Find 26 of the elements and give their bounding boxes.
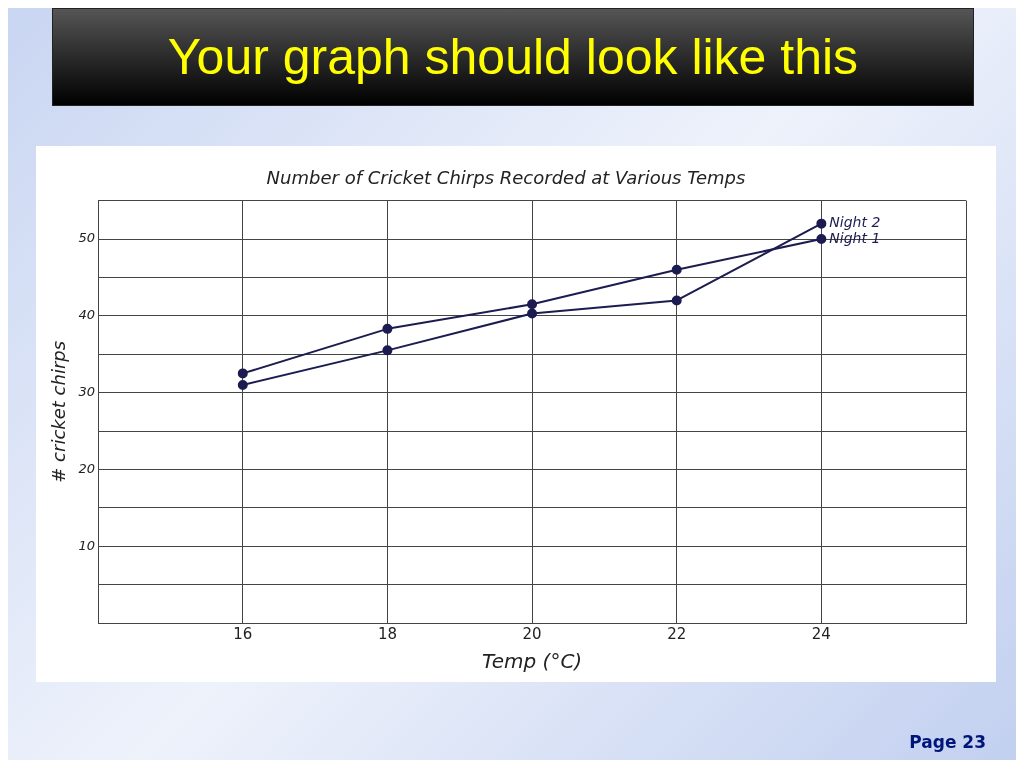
text: Your graph should look like this <box>52 8 974 106</box>
y-tick-label: 50 <box>78 230 96 246</box>
x-tick-label: 18 <box>377 624 397 643</box>
point <box>816 234 827 244</box>
point <box>382 345 393 356</box>
point <box>816 218 827 229</box>
point <box>237 379 248 390</box>
y-tick-label: 10 <box>78 537 96 553</box>
point <box>237 368 248 379</box>
text: Page 23 <box>909 732 986 752</box>
x-tick-label: 22 <box>667 624 687 643</box>
x-tick-label: 16 <box>233 624 253 643</box>
x-tick-label: 24 <box>811 624 831 643</box>
chart-title: Number of Cricket Chirps Recorded at Various Temps <box>266 167 746 189</box>
x-tick-label: 20 <box>522 624 542 643</box>
point <box>671 295 682 306</box>
point <box>671 264 682 275</box>
y-axis-title: # cricket chirps <box>48 340 70 483</box>
x-axis-title: Temp (°C) <box>481 649 583 674</box>
point <box>527 299 538 310</box>
y-tick-label: 20 <box>78 460 96 476</box>
y-tick-label: 40 <box>78 307 96 323</box>
point <box>382 323 393 334</box>
point <box>527 308 538 319</box>
y-tick-label: 30 <box>78 383 96 399</box>
series-label: Night 2 <box>829 214 881 231</box>
